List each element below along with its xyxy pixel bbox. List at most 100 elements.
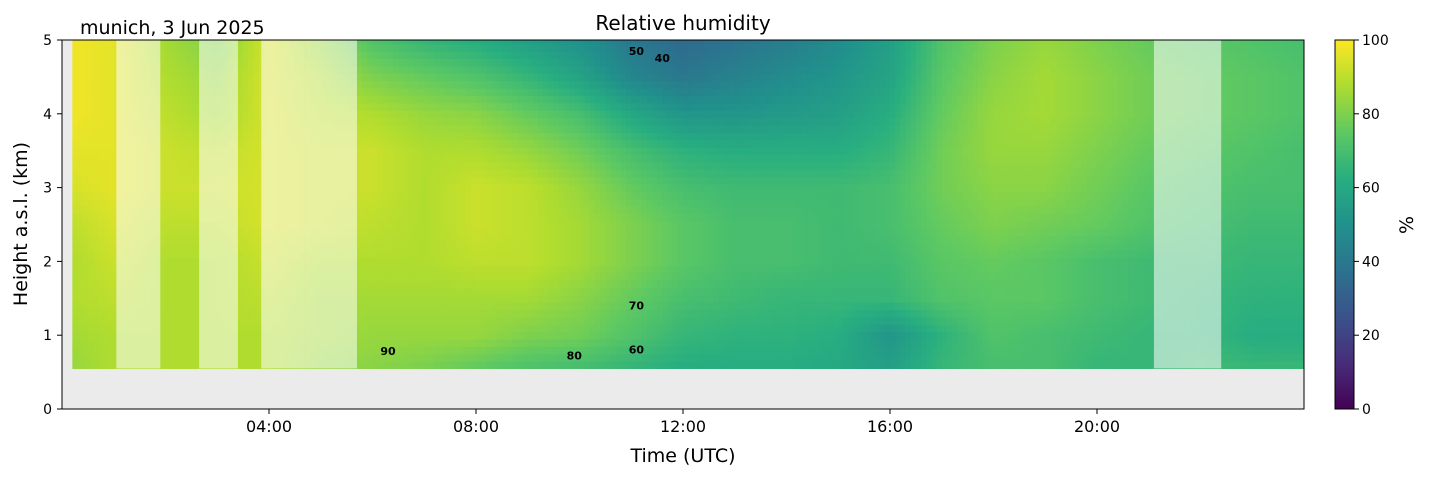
humidity-cell	[408, 147, 415, 155]
humidity-cell	[620, 147, 627, 155]
humidity-cell	[87, 161, 94, 170]
humidity-cell	[362, 220, 368, 229]
humidity-cell	[579, 272, 586, 281]
humidity-cell	[532, 324, 539, 333]
humidity-cell	[460, 346, 467, 355]
humidity-cell	[589, 191, 596, 200]
humidity-cell	[253, 220, 260, 229]
humidity-cell	[243, 95, 249, 104]
humidity-cell	[620, 257, 627, 266]
humidity-cell	[429, 176, 436, 185]
humidity-cell	[439, 324, 446, 333]
humidity-cell	[356, 147, 363, 155]
humidity-cell	[362, 95, 368, 104]
humidity-cell	[563, 87, 570, 96]
humidity-cell	[103, 331, 110, 340]
humidity-cell	[527, 73, 534, 82]
humidity-cell	[460, 206, 467, 215]
humidity-cell	[548, 316, 555, 325]
humidity-cell	[605, 191, 612, 200]
humidity-cell	[579, 117, 586, 126]
humidity-cell	[543, 147, 550, 155]
humidity-cell	[398, 95, 405, 104]
humidity-cell	[491, 287, 498, 296]
humidity-cell	[636, 294, 643, 303]
humidity-cell	[595, 132, 601, 141]
humidity-cell	[538, 43, 544, 52]
humidity-cell	[501, 206, 508, 215]
humidity-cell	[636, 272, 643, 281]
humidity-cell	[356, 73, 363, 82]
humidity-cell	[93, 272, 99, 281]
humidity-cell	[538, 324, 544, 333]
humidity-cell	[93, 301, 99, 310]
humidity-cell	[641, 309, 648, 318]
humidity-cell	[543, 132, 550, 141]
humidity-cell	[522, 235, 529, 244]
humidity-cell	[481, 361, 487, 370]
humidity-cell	[108, 58, 115, 67]
humidity-cell	[237, 301, 244, 310]
humidity-cell	[641, 316, 648, 325]
humidity-cell	[579, 124, 586, 133]
humidity-cell	[82, 40, 89, 45]
humidity-cell	[429, 272, 436, 281]
humidity-cell	[476, 102, 482, 111]
humidity-cell	[377, 198, 384, 207]
humidity-cell	[636, 169, 643, 178]
humidity-cell	[589, 43, 596, 52]
humidity-cell	[98, 58, 104, 67]
humidity-cell	[93, 213, 99, 222]
humidity-cell	[253, 242, 260, 251]
humidity-cell	[563, 132, 570, 141]
humidity-cell	[429, 235, 436, 244]
humidity-cell	[589, 51, 596, 60]
humidity-cell	[393, 265, 399, 274]
humidity-cell	[434, 250, 441, 259]
humidity-cell	[108, 191, 115, 200]
humidity-cell	[507, 331, 513, 340]
humidity-cell	[589, 110, 596, 119]
humidity-cell	[186, 250, 192, 259]
humidity-cell	[253, 154, 260, 163]
humidity-cell	[600, 95, 606, 104]
humidity-cell	[491, 110, 498, 119]
humidity-cell	[82, 73, 89, 82]
humidity-cell	[181, 250, 187, 259]
humidity-cell	[558, 235, 565, 244]
humidity-cell	[476, 257, 482, 266]
humidity-cell	[413, 250, 420, 259]
humidity-cell	[470, 40, 477, 45]
humidity-cell	[393, 331, 399, 340]
humidity-cell	[408, 361, 415, 370]
humidity-cell	[243, 338, 249, 347]
humidity-cell	[388, 117, 394, 126]
humidity-cell	[403, 183, 410, 192]
humidity-cell	[584, 183, 591, 192]
humidity-cell	[444, 191, 451, 200]
humidity-cell	[512, 95, 518, 104]
humidity-cell	[532, 309, 539, 318]
humidity-cell	[543, 316, 550, 325]
humidity-cell	[553, 40, 560, 45]
humidity-cell	[584, 40, 591, 45]
humidity-cell	[191, 257, 198, 266]
humidity-cell	[455, 154, 462, 163]
humidity-cell	[512, 117, 518, 126]
humidity-cell	[87, 147, 94, 155]
humidity-cell	[77, 198, 84, 207]
humidity-cell	[248, 265, 255, 274]
humidity-cell	[98, 338, 104, 347]
humidity-cell	[87, 265, 94, 274]
humidity-cell	[579, 242, 586, 251]
humidity-cell	[595, 51, 601, 60]
humidity-cell	[170, 65, 177, 74]
humidity-cell	[160, 331, 167, 340]
humidity-cell	[486, 176, 493, 185]
humidity-cell	[455, 257, 462, 266]
humidity-cell	[558, 279, 565, 288]
humidity-cell	[610, 324, 617, 333]
humidity-cell	[615, 324, 622, 333]
humidity-cell	[460, 102, 467, 111]
humidity-cell	[507, 73, 513, 82]
